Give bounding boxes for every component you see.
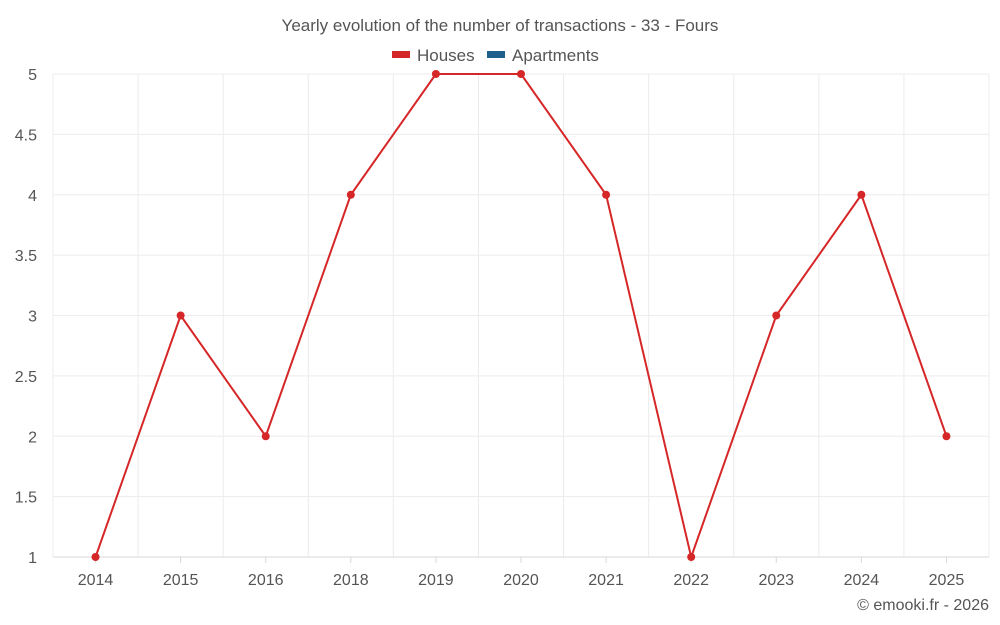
x-tick-label: 2016 [248, 572, 284, 589]
y-tick-label: 1.5 [15, 490, 37, 507]
y-tick-label: 3.5 [15, 248, 37, 265]
series-houses [91, 70, 951, 561]
x-tick-label: 2023 [758, 572, 794, 589]
data-point-houses[interactable] [91, 553, 100, 561]
x-tick-label: 2025 [929, 572, 965, 589]
legend-swatch-apartments [487, 51, 505, 58]
legend-label-houses[interactable]: Houses [417, 46, 475, 65]
x-tick-label: 2019 [418, 572, 454, 589]
data-point-houses[interactable] [431, 70, 440, 78]
credit-text: © emooki.fr - 2026 [857, 597, 989, 614]
y-tick-label: 2.5 [15, 369, 37, 386]
x-tick-label: 2018 [333, 572, 369, 589]
data-point-houses[interactable] [857, 190, 866, 199]
y-tick-label: 1 [28, 550, 37, 567]
data-point-houses[interactable] [942, 432, 951, 441]
data-point-houses[interactable] [772, 311, 781, 320]
data-point-houses[interactable] [176, 311, 185, 320]
chart-title: Yearly evolution of the number of transa… [282, 16, 719, 35]
legend: Houses Apartments [392, 46, 599, 65]
data-point-houses[interactable] [687, 553, 696, 561]
x-axis: 2014 2015 2016 2018 2019 2020 2021 2022 2023 2024… [53, 556, 989, 589]
y-tick-label: 5 [28, 67, 37, 84]
x-tick-label: 2020 [503, 572, 539, 589]
data-point-houses[interactable] [346, 190, 355, 199]
x-tick-label: 2022 [673, 572, 709, 589]
data-point-houses[interactable] [602, 190, 611, 199]
legend-label-apartments[interactable]: Apartments [512, 46, 599, 65]
x-tick-label: 2024 [844, 572, 880, 589]
data-point-houses[interactable] [261, 432, 270, 441]
x-tick-label: 2014 [78, 572, 114, 589]
y-tick-label: 4.5 [15, 127, 37, 144]
y-axis: 1 1.5 2 2.5 3 3.5 4 4.5 5 [15, 67, 37, 567]
x-tick-label: 2021 [588, 572, 624, 589]
y-tick-label: 4 [28, 188, 37, 205]
legend-swatch-houses [392, 51, 410, 58]
x-tick-label: 2015 [163, 572, 199, 589]
y-tick-label: 3 [28, 309, 37, 326]
y-tick-label: 2 [28, 429, 37, 446]
gridlines [52, 73, 990, 558]
data-point-houses[interactable] [517, 70, 525, 78]
